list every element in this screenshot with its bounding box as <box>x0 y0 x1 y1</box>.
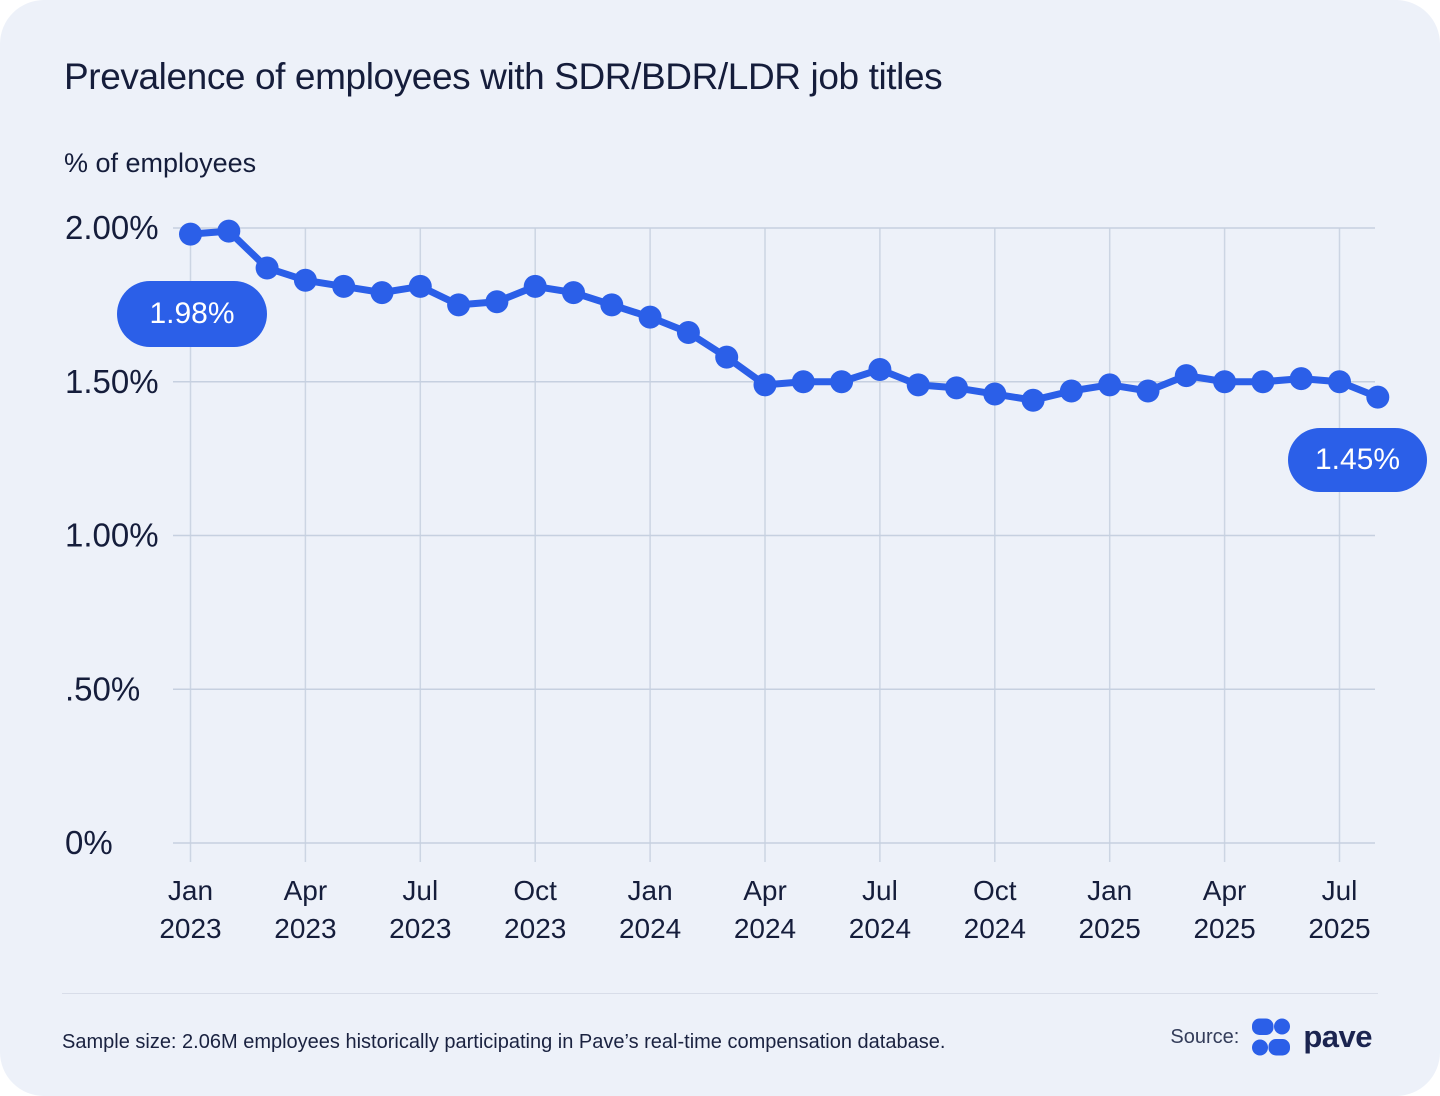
svg-text:2024: 2024 <box>964 913 1026 944</box>
svg-text:Jul: Jul <box>862 875 898 906</box>
svg-text:Jul: Jul <box>402 875 438 906</box>
svg-text:0%: 0% <box>65 824 113 861</box>
svg-text:2023: 2023 <box>274 913 336 944</box>
footer-divider <box>62 993 1378 994</box>
pave-logo-icon <box>1252 1018 1291 1056</box>
end-value-label: 1.45% <box>1314 443 1401 476</box>
svg-text:Oct: Oct <box>513 875 557 906</box>
svg-text:.50%: .50% <box>65 670 140 707</box>
svg-text:2024: 2024 <box>734 913 796 944</box>
source-attribution: Source: pave <box>1170 1018 1372 1056</box>
source-label: Source: <box>1170 1025 1240 1048</box>
svg-text:2023: 2023 <box>159 913 221 944</box>
start-value-badge: 1.98% <box>117 281 267 347</box>
svg-text:Jan: Jan <box>1087 875 1132 906</box>
svg-text:Jan: Jan <box>168 875 213 906</box>
svg-text:Jul: Jul <box>1322 875 1358 906</box>
svg-text:Jan: Jan <box>628 875 673 906</box>
svg-text:Apr: Apr <box>1203 875 1247 906</box>
svg-text:2024: 2024 <box>849 913 911 944</box>
svg-text:2023: 2023 <box>504 913 566 944</box>
svg-text:2.00%: 2.00% <box>65 209 159 246</box>
sample-size-note: Sample size: 2.06M employees historicall… <box>62 1031 946 1053</box>
start-value-label: 1.98% <box>149 297 235 330</box>
svg-text:Oct: Oct <box>973 875 1017 906</box>
svg-text:2025: 2025 <box>1308 913 1370 944</box>
svg-text:Apr: Apr <box>743 875 787 906</box>
svg-text:2024: 2024 <box>619 913 681 944</box>
svg-text:2023: 2023 <box>389 913 451 944</box>
y-axis-title: % of employees <box>64 148 257 178</box>
end-value-badge: 1.45% <box>1288 428 1427 492</box>
svg-text:2025: 2025 <box>1079 913 1141 944</box>
svg-text:2025: 2025 <box>1193 913 1255 944</box>
brand-name: pave <box>1303 1019 1372 1054</box>
svg-text:1.00%: 1.00% <box>65 517 159 554</box>
svg-text:1.50%: 1.50% <box>65 363 159 400</box>
svg-text:Apr: Apr <box>284 875 328 906</box>
chart-title: Prevalence of employees with SDR/BDR/LDR… <box>64 56 943 97</box>
